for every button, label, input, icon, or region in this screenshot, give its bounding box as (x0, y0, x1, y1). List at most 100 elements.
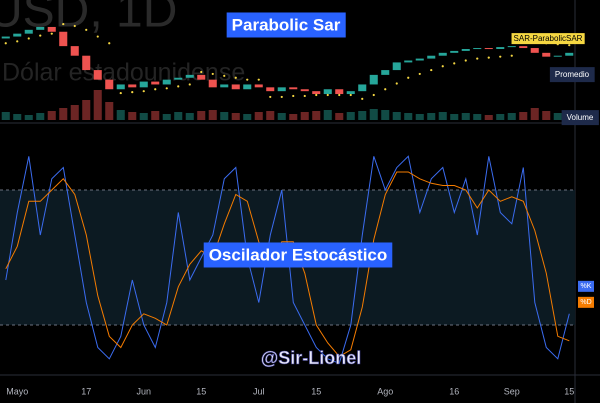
candle (197, 74, 206, 80)
sar-dot (200, 70, 203, 74)
sar-label-box (511, 33, 585, 45)
sar-dot (16, 40, 19, 43)
sar-dot (223, 74, 226, 77)
volume-bar (151, 111, 160, 120)
sar-dot (510, 54, 513, 57)
candle (415, 58, 424, 61)
volume-bar (496, 114, 505, 120)
volume-bar (346, 112, 355, 120)
x-tick-label: Jul (253, 386, 265, 396)
volume-bar (13, 114, 22, 120)
volume-bar (231, 113, 240, 120)
sar-dot (441, 65, 444, 68)
candle (300, 89, 309, 92)
volume-bar (427, 113, 436, 120)
candle (277, 87, 286, 92)
volume-bar (197, 111, 206, 120)
sar-dot (108, 42, 111, 45)
candle (208, 79, 217, 88)
candle (369, 74, 378, 85)
x-tick-label: Ago (377, 386, 393, 396)
volume-bar (312, 111, 321, 120)
candle (254, 84, 263, 88)
volume-bar (415, 114, 424, 120)
sar-dot (246, 78, 249, 81)
sar-dot (27, 37, 30, 40)
sar-dot (361, 97, 364, 100)
volume-bar (530, 108, 539, 120)
sar-dot (177, 85, 180, 88)
stochastic-line (5, 171, 570, 358)
candle (346, 91, 355, 95)
sar-dot (62, 22, 65, 26)
candle (289, 87, 298, 90)
volume-bar (82, 100, 91, 120)
volume-bar (174, 112, 183, 120)
sar-dot (165, 87, 168, 90)
sar-dot (407, 76, 410, 79)
x-tick-label: Mayo (6, 386, 28, 396)
volume-bar (208, 110, 217, 120)
sar-dot (280, 95, 283, 99)
sar-label: SAR-ParabolicSAR (514, 34, 583, 43)
candle (185, 74, 194, 78)
sar-dot (154, 88, 157, 91)
candle (266, 87, 275, 92)
legend-entry: %K (581, 283, 592, 290)
candle (461, 49, 470, 51)
candle (484, 48, 493, 50)
volume-bar (116, 110, 125, 120)
volume-bar (461, 113, 470, 120)
candle (174, 77, 183, 80)
volume-bar (507, 113, 516, 120)
annotation-box (203, 242, 393, 268)
x-tick-label: 16 (449, 386, 459, 396)
volume-bar (93, 90, 102, 120)
volume-label-box (561, 110, 599, 126)
sar-dot (315, 93, 318, 97)
x-tick-label: 15 (564, 386, 574, 396)
sar-dot (476, 57, 479, 60)
x-tick-label: Sep (504, 386, 520, 396)
volume-bar (185, 113, 194, 120)
candle (59, 31, 68, 47)
volume-bar (220, 112, 229, 120)
sar-dot (211, 72, 214, 76)
candle (519, 46, 528, 49)
candle (323, 89, 332, 95)
candle (116, 84, 125, 90)
sar-dot (349, 93, 352, 97)
candle (358, 84, 367, 92)
annotation: Parabolic Sar (232, 15, 341, 34)
volume-bar (519, 112, 528, 120)
volume-bar (47, 111, 56, 120)
volume-bar (358, 111, 367, 120)
candle (24, 29, 33, 34)
volume-label: Volume (567, 113, 594, 122)
candle (438, 52, 447, 56)
sar-dot (464, 59, 467, 62)
legend-swatch (578, 280, 594, 292)
candle (530, 48, 539, 53)
candle (507, 46, 516, 48)
sar-dot (188, 83, 191, 86)
volume-bar (438, 112, 447, 120)
volume-bar (542, 111, 551, 120)
candle (496, 47, 505, 49)
candle (82, 55, 91, 71)
sar-dot (50, 32, 53, 35)
candle (36, 26, 45, 30)
average-label: Promedio (555, 70, 590, 79)
x-tick-label: 15 (196, 386, 206, 396)
candle (105, 79, 114, 90)
volume-bar (266, 111, 275, 120)
sar-dot (338, 93, 341, 97)
sar-dot (384, 88, 387, 91)
x-tick-label: Jun (136, 386, 151, 396)
legend-entry: %D (580, 299, 591, 306)
sar-dot (269, 95, 272, 99)
sar-dot (487, 56, 490, 59)
volume-bar (473, 114, 482, 120)
